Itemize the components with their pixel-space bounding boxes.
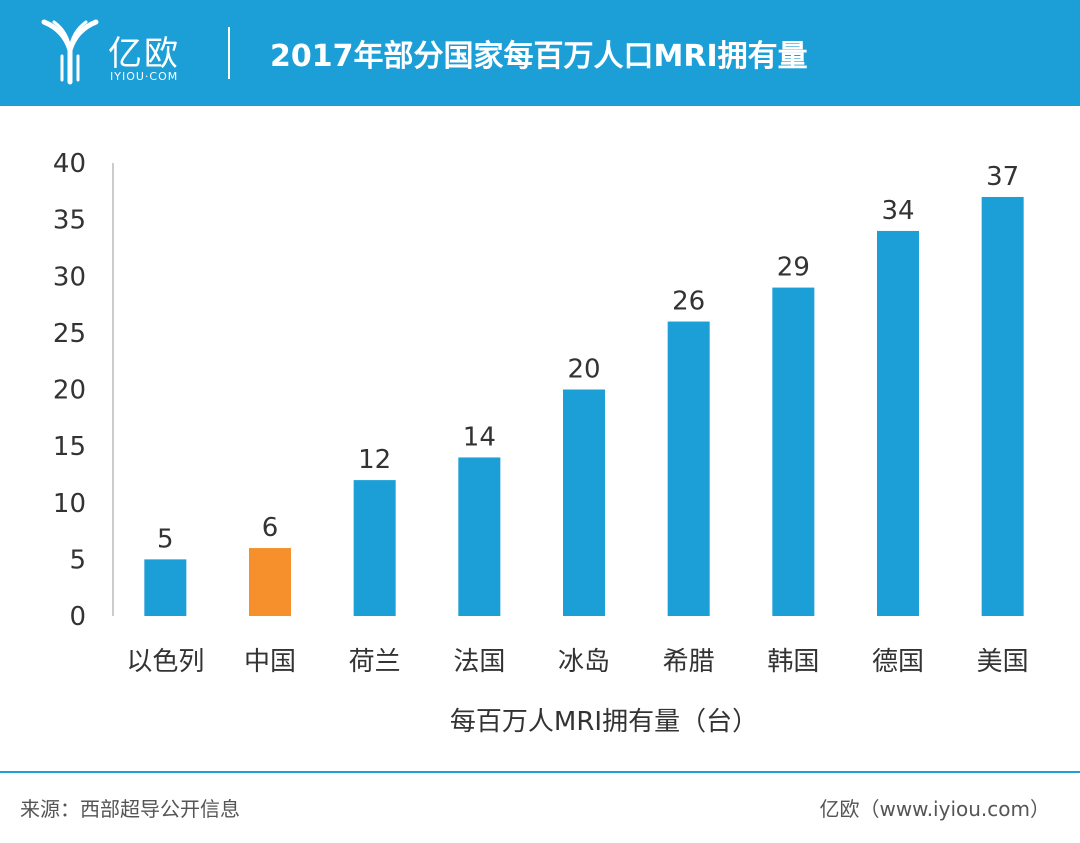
x-tick-label: 德国 — [872, 647, 924, 677]
brand-domain: IYIOU·COM — [110, 70, 179, 83]
x-tick-label: 希腊 — [663, 647, 715, 677]
source-note: 来源：西部超导公开信息 — [20, 797, 240, 821]
page-title: 2017年部分国家每百万人口MRI拥有量 — [270, 39, 808, 74]
y-tick-label: 25 — [53, 319, 86, 349]
y-tick-label: 10 — [53, 489, 86, 519]
bar-value-label: 29 — [777, 253, 810, 283]
bar — [249, 548, 291, 616]
y-tick-label: 35 — [53, 206, 86, 236]
bar — [772, 287, 815, 616]
bar-value-label: 14 — [463, 422, 496, 452]
header-banner: 亿欧 IYIOU·COM 2017年部分国家每百万人口MRI拥有量 — [0, 0, 1080, 106]
bar-value-label: 34 — [881, 196, 914, 226]
y-tick-label: 20 — [53, 376, 86, 406]
bar-value-label: 26 — [672, 287, 705, 317]
x-axis-title: 每百万人MRI拥有量（台） — [450, 707, 758, 737]
bar — [981, 196, 1024, 616]
y-tick-label: 40 — [53, 149, 86, 179]
x-tick-label: 冰岛 — [558, 647, 610, 677]
bar-value-label: 12 — [358, 445, 391, 475]
brand-logo-icon — [41, 19, 99, 85]
bar — [353, 480, 396, 616]
bar — [144, 559, 187, 616]
x-tick-label: 法国 — [453, 647, 505, 677]
x-tick-label: 韩国 — [767, 647, 819, 677]
bar-chart: 0 5 10 15 20 25 30 35 40 5 6 12 14 20 26 29 34 37 以色列 中国 荷… — [53, 149, 1029, 737]
x-tick-label: 荷兰 — [349, 647, 401, 677]
bar — [877, 230, 919, 616]
x-tick-label: 中国 — [244, 647, 296, 677]
y-tick-label: 5 — [69, 545, 86, 575]
y-tick-label: 30 — [53, 262, 86, 292]
credit-note: 亿欧（www.iyiou.com） — [819, 797, 1050, 821]
bar-value-label: 5 — [157, 524, 174, 554]
brand-name: 亿欧 — [108, 34, 180, 74]
footer-divider — [0, 771, 1080, 773]
header-divider — [228, 27, 230, 79]
bar-value-label: 37 — [986, 162, 1019, 192]
x-tick-label: 美国 — [977, 647, 1029, 677]
bars: 5 6 12 14 20 26 29 34 37 — [144, 162, 1024, 616]
x-axis: 以色列 中国 荷兰 法国 冰岛 希腊 韩国 德国 美国 — [126, 647, 1028, 677]
y-tick-label: 0 — [69, 602, 86, 632]
bar-value-label: 20 — [567, 355, 600, 385]
bar-value-label: 6 — [262, 513, 279, 543]
x-tick-label: 以色列 — [126, 647, 204, 677]
y-tick-label: 15 — [53, 432, 86, 462]
bar — [458, 457, 501, 616]
bar — [667, 321, 710, 616]
y-axis: 0 5 10 15 20 25 30 35 40 — [53, 149, 86, 632]
brand-logo: 亿欧 IYIOU·COM — [40, 16, 220, 86]
bar — [563, 389, 605, 616]
